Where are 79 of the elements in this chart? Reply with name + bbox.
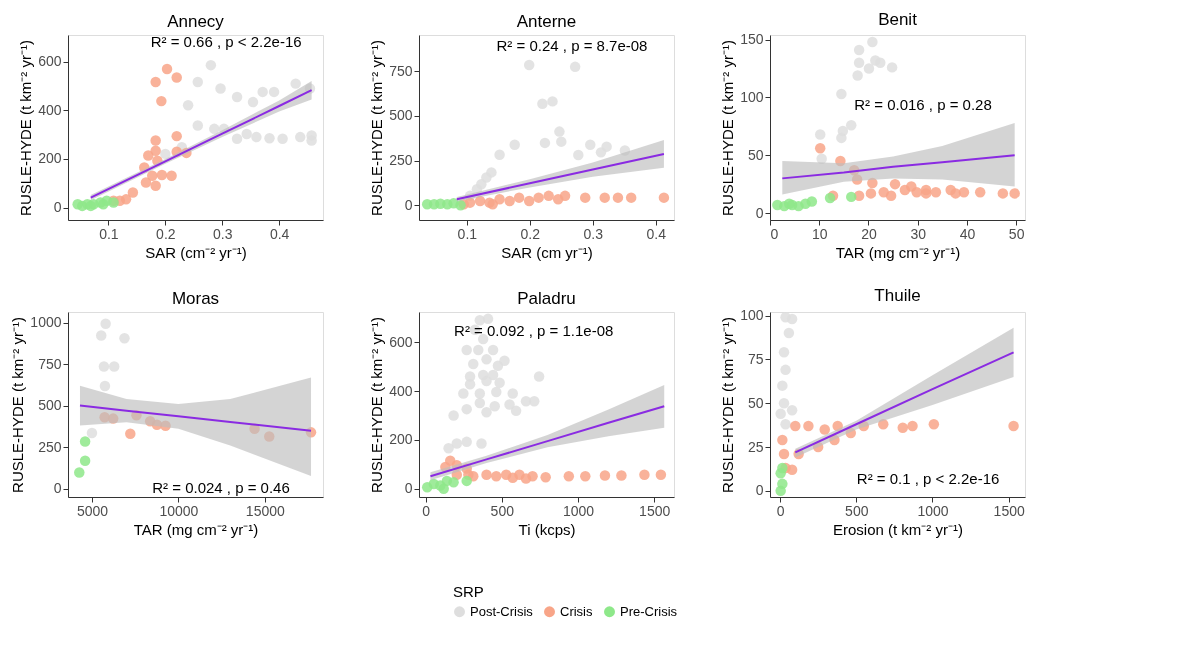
x-tick-label: 0.4 xyxy=(646,225,667,242)
legend-label: Post-Crisis xyxy=(470,603,534,619)
y-tick-label: 0 xyxy=(755,482,764,499)
y-tick-label: 100 xyxy=(740,307,764,324)
x-axis-title: SAR (cm⁻² yr⁻¹) xyxy=(145,243,247,261)
y-tick-label: 100 xyxy=(740,88,764,105)
x-tick-label: 500 xyxy=(845,502,869,519)
chart-title: Paladru xyxy=(517,289,576,308)
y-tick-label: 200 xyxy=(389,431,413,448)
y-tick-label: 200 xyxy=(38,150,62,167)
y-tick-label: 0 xyxy=(404,196,413,213)
y-axis-title: RUSLE-HYDE (t km⁻² yr⁻¹) xyxy=(368,317,386,493)
chart-title: Moras xyxy=(171,289,220,308)
annotation: R² = 0.092 , p = 1.1e-08 xyxy=(454,321,614,339)
y-tick-label: 25 xyxy=(747,438,764,455)
x-tick-label: 500 xyxy=(490,502,515,519)
y-tick-label: 400 xyxy=(389,382,413,399)
chart-title: Benit xyxy=(878,9,918,29)
x-tick-label: 1500 xyxy=(993,502,1025,519)
x-tick-label: 1000 xyxy=(562,502,595,519)
chart-title: Anterne xyxy=(516,12,577,31)
x-tick-label: 30 xyxy=(910,225,927,242)
y-axis-title: RUSLE-HYDE (t km⁻² yr⁻¹) xyxy=(368,40,386,216)
y-tick-label: 250 xyxy=(38,438,62,455)
x-tick-label: 0.2 xyxy=(520,225,541,242)
x-tick-label: 0 xyxy=(776,502,785,519)
y-tick-label: 750 xyxy=(38,355,62,372)
y-tick-label: 0 xyxy=(53,480,62,497)
x-tick-label: 40 xyxy=(959,225,976,242)
y-axis-title: RUSLE-HYDE (t km⁻² yr⁻¹) xyxy=(719,40,737,216)
annotation: R² = 0.016 , p = 0.28 xyxy=(854,96,992,114)
annotation: R² = 0.1 , p < 2.2e-16 xyxy=(856,469,1000,487)
x-tick-label: 10000 xyxy=(159,502,199,519)
y-tick-label: 600 xyxy=(38,53,62,70)
x-axis-title: Ti (kcps) xyxy=(518,520,576,538)
legend-label: Pre-Crisis xyxy=(620,603,678,619)
y-tick-label: 1000 xyxy=(30,314,62,331)
y-axis-title: RUSLE-HYDE (t km⁻² yr⁻¹) xyxy=(17,40,35,216)
x-tick-label: 20 xyxy=(861,225,877,242)
x-tick-label: 0.3 xyxy=(583,225,604,242)
y-tick-label: 0 xyxy=(755,204,764,221)
y-tick-label: 0 xyxy=(53,199,62,216)
x-tick-label: 50 xyxy=(1008,225,1025,242)
y-tick-label: 750 xyxy=(389,62,413,79)
x-axis-title: TAR (mg cm⁻² yr⁻¹) xyxy=(133,520,259,538)
y-axis-title: RUSLE-HYDE (t km⁻² yr⁻¹) xyxy=(719,317,737,493)
chart-title: Annecy xyxy=(167,12,225,31)
y-axis-title: RUSLE-HYDE (t km⁻² yr⁻¹) xyxy=(9,317,27,493)
x-tick-label: 0.2 xyxy=(156,225,176,242)
y-tick-label: 500 xyxy=(38,397,62,414)
annotation: R² = 0.66 , p < 2.2e-16 xyxy=(150,33,302,51)
annotation: R² = 0.024 , p = 0.46 xyxy=(152,478,290,496)
y-tick-label: 50 xyxy=(747,146,764,163)
x-tick-label: 0.1 xyxy=(457,225,478,242)
x-axis-title: SAR (cm yr⁻¹) xyxy=(501,243,593,261)
legend-label: Crisis xyxy=(560,603,593,619)
y-tick-label: 150 xyxy=(740,31,764,48)
annotation: R² = 0.24 , p = 8.7e-08 xyxy=(496,37,648,55)
y-tick-label: 500 xyxy=(389,107,413,124)
x-tick-label: 0.4 xyxy=(269,225,290,242)
x-axis-title: TAR (mg cm⁻² yr⁻¹) xyxy=(835,243,961,261)
x-tick-label: 0 xyxy=(770,225,779,242)
x-tick-label: 0 xyxy=(422,502,431,519)
y-tick-label: 50 xyxy=(747,394,764,411)
y-tick-label: 600 xyxy=(389,333,413,350)
x-tick-label: 1500 xyxy=(639,502,671,519)
legend-title: SRP xyxy=(453,583,484,600)
x-tick-label: 1000 xyxy=(917,502,949,519)
x-tick-label: 0.3 xyxy=(213,225,233,242)
x-tick-label: 0.1 xyxy=(99,225,119,242)
chart-title: Thuile xyxy=(874,285,921,305)
y-tick-label: 400 xyxy=(38,101,62,118)
y-tick-label: 75 xyxy=(747,350,764,367)
x-axis-title: Erosion (t km⁻² yr⁻¹) xyxy=(833,520,963,538)
x-tick-label: 15000 xyxy=(245,502,285,519)
y-tick-label: 250 xyxy=(389,152,413,169)
y-tick-label: 0 xyxy=(404,480,413,497)
x-tick-label: 5000 xyxy=(76,502,109,519)
x-tick-label: 10 xyxy=(811,225,828,242)
